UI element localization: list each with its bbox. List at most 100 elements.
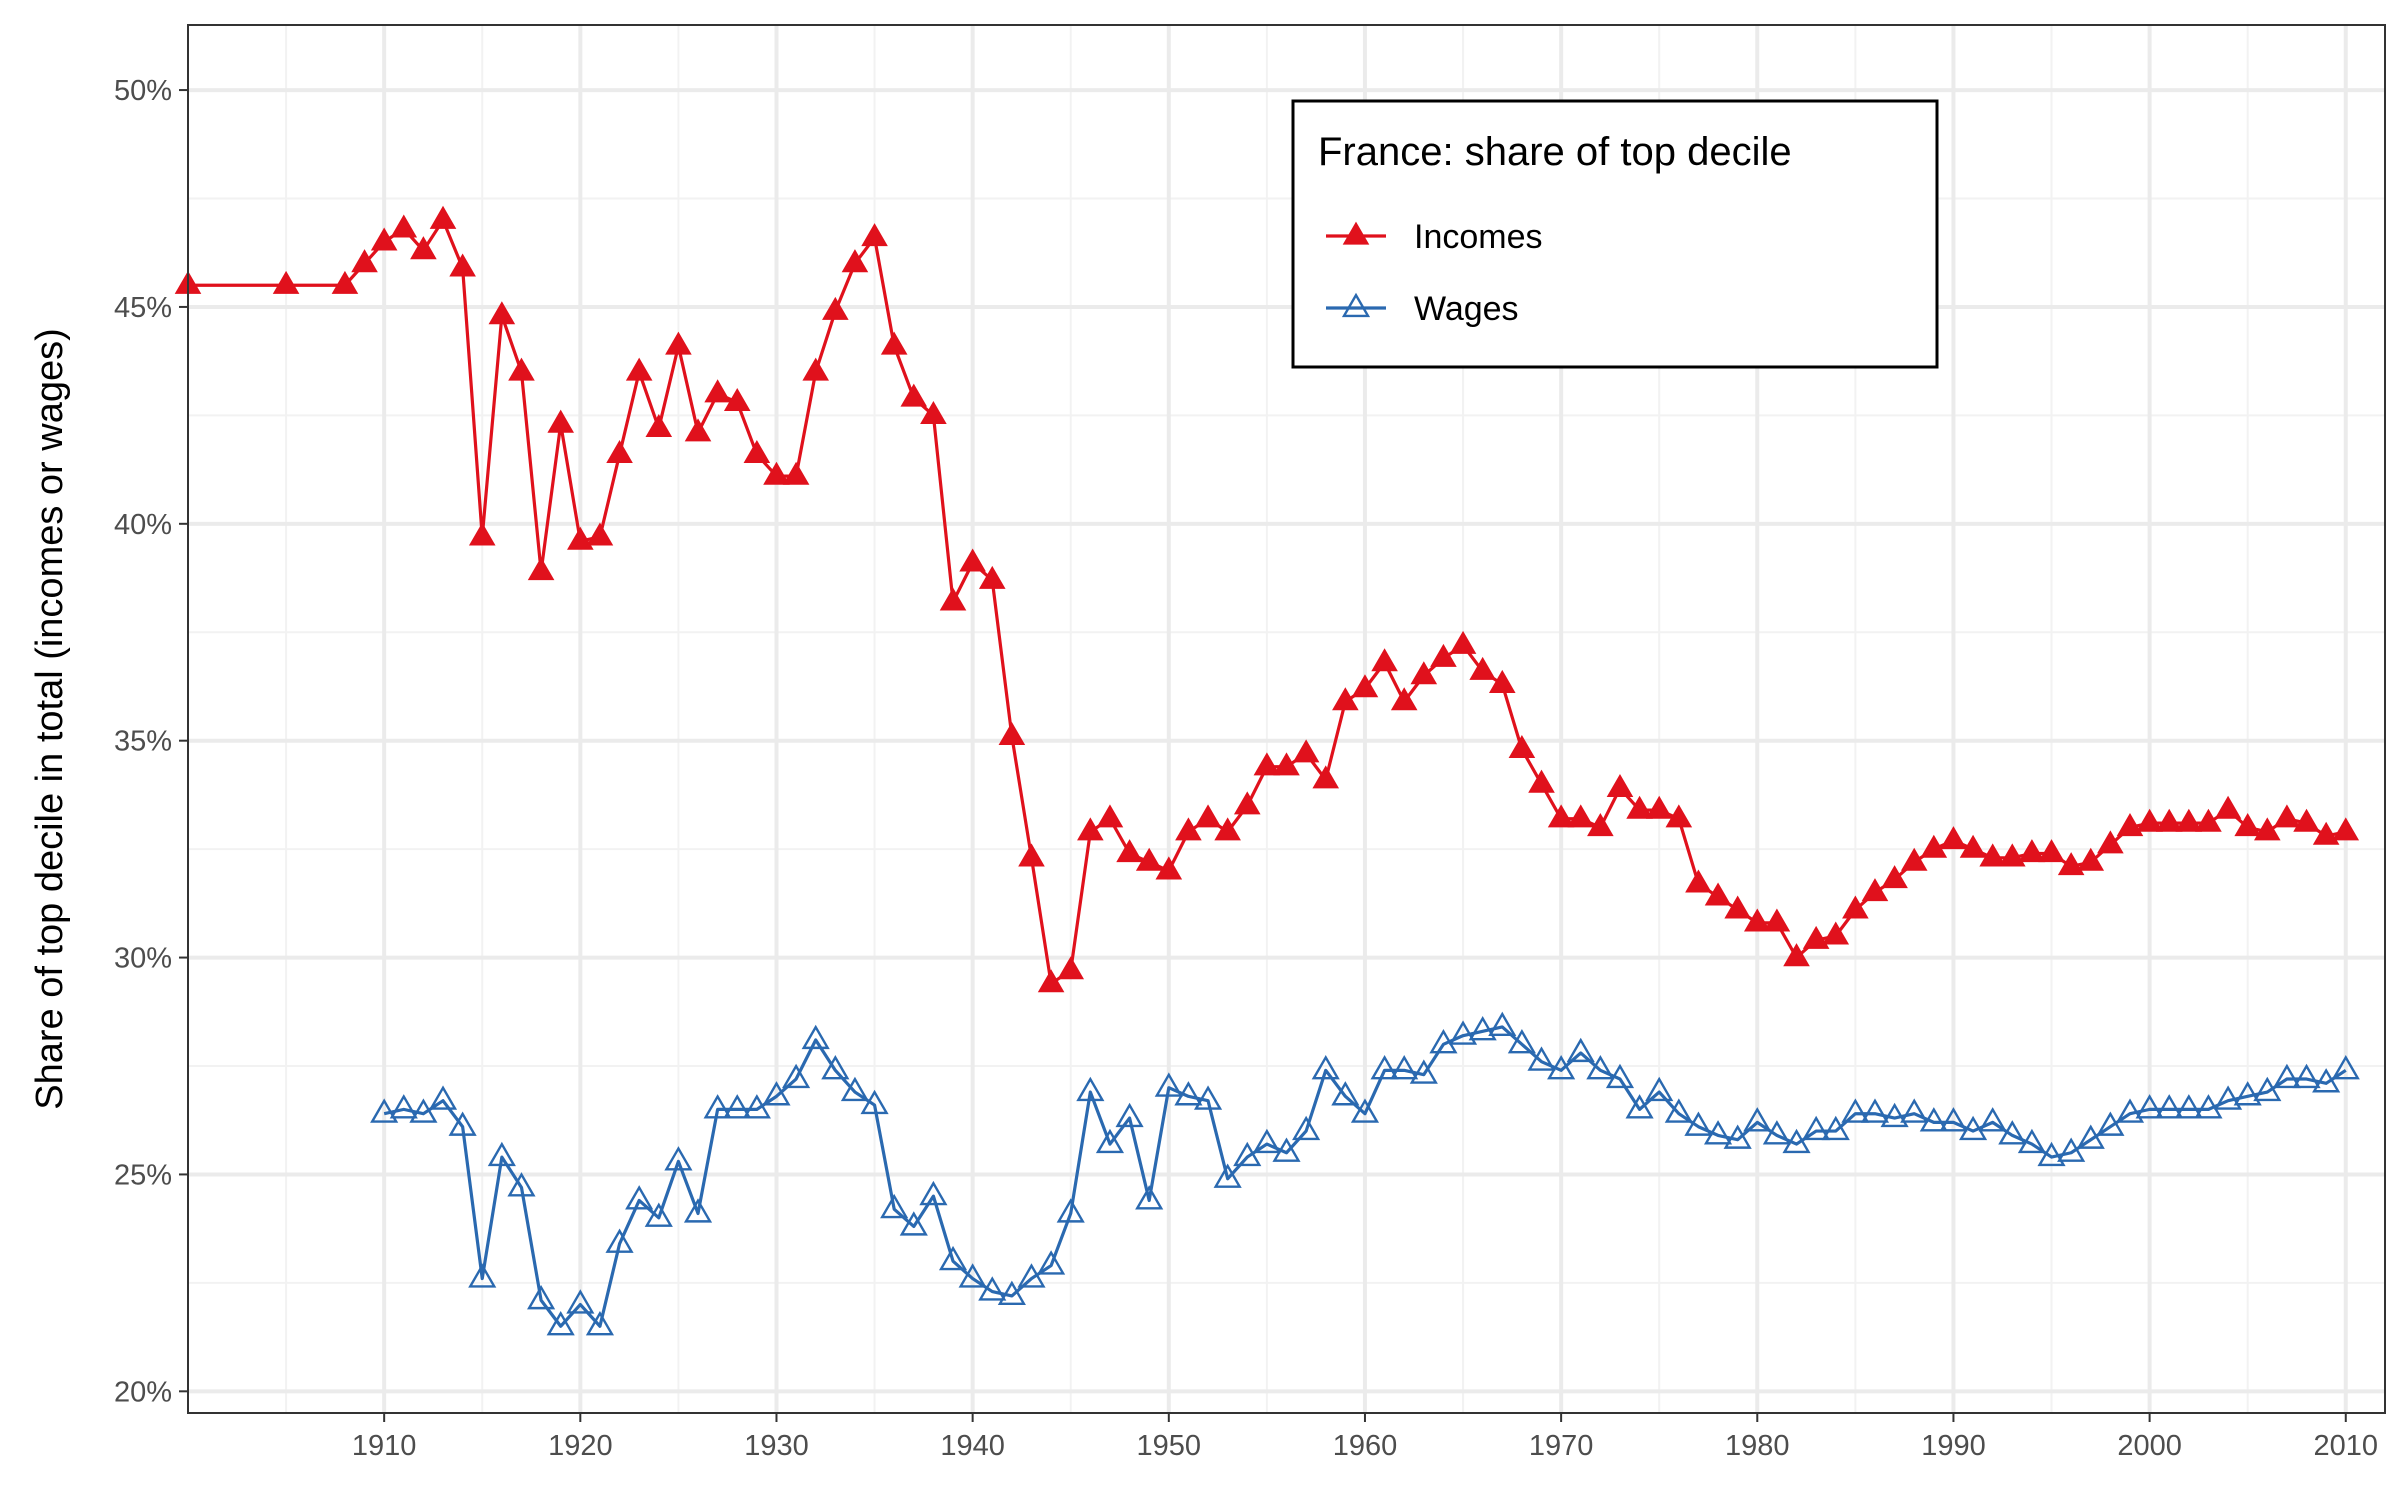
data-point-incomes bbox=[2332, 817, 2360, 841]
data-point-incomes bbox=[1842, 895, 1869, 919]
data-point-incomes bbox=[272, 270, 300, 294]
data-point-incomes bbox=[1587, 813, 1614, 837]
data-point-wages bbox=[1586, 1055, 1615, 1080]
data-point-incomes bbox=[625, 357, 653, 381]
data-point-wages bbox=[605, 1228, 634, 1253]
data-point-incomes bbox=[1783, 943, 1810, 967]
major-gridlines bbox=[188, 25, 2385, 1413]
data-point-incomes bbox=[1351, 674, 1379, 698]
data-point-incomes bbox=[1508, 734, 1536, 759]
data-point-incomes bbox=[1547, 804, 1575, 828]
data-point-incomes bbox=[1135, 847, 1163, 871]
series-layer bbox=[174, 205, 2360, 1336]
data-point-wages bbox=[1213, 1163, 1242, 1188]
data-point-wages bbox=[2233, 1081, 2262, 1106]
data-point-incomes bbox=[1567, 804, 1595, 828]
data-point-incomes bbox=[1979, 843, 2006, 867]
legend-label-incomes: Incomes bbox=[1414, 218, 1543, 256]
data-point-incomes bbox=[861, 223, 888, 247]
data-point-incomes bbox=[2175, 808, 2203, 832]
data-point-wages bbox=[2135, 1094, 2164, 1119]
data-point-wages bbox=[899, 1211, 928, 1236]
data-point-incomes bbox=[1194, 804, 1222, 828]
x-tick-label: 2000 bbox=[2117, 1430, 2182, 1462]
data-point-wages bbox=[664, 1146, 693, 1171]
y-tick-label: 30% bbox=[114, 943, 172, 975]
data-point-incomes bbox=[763, 461, 790, 485]
data-point-wages bbox=[1507, 1029, 1536, 1054]
data-point-incomes bbox=[2273, 804, 2301, 828]
data-point-wages bbox=[1350, 1098, 1380, 1123]
data-point-wages bbox=[1488, 1011, 1517, 1037]
data-point-incomes bbox=[370, 227, 398, 251]
data-point-wages bbox=[801, 1024, 830, 1050]
data-point-wages bbox=[507, 1172, 536, 1197]
data-point-incomes bbox=[1018, 843, 1045, 867]
data-point-incomes bbox=[1332, 687, 1359, 711]
data-point-incomes bbox=[1312, 765, 1340, 789]
data-point-incomes bbox=[1704, 882, 1732, 906]
data-point-incomes bbox=[488, 301, 516, 325]
data-point-wages bbox=[1821, 1115, 1850, 1141]
x-tick-labels: 1910 1920 1930 1940 1950 1960 1970 1980 1990 2000… bbox=[352, 1430, 2378, 1462]
data-point-wages bbox=[762, 1081, 791, 1106]
data-point-wages bbox=[703, 1094, 732, 1119]
data-point-incomes bbox=[547, 409, 575, 433]
data-point-incomes bbox=[2312, 821, 2340, 845]
data-point-wages bbox=[1272, 1137, 1301, 1162]
data-point-wages bbox=[821, 1055, 850, 1080]
data-point-wages bbox=[919, 1180, 948, 1206]
data-point-incomes bbox=[1998, 843, 2026, 867]
data-point-wages bbox=[1390, 1055, 1419, 1080]
data-point-incomes bbox=[1430, 643, 1457, 667]
data-point-incomes bbox=[645, 414, 673, 438]
x-tick-label: 1920 bbox=[548, 1430, 613, 1462]
data-point-incomes bbox=[1685, 869, 1712, 893]
data-point-wages bbox=[585, 1310, 615, 1336]
data-point-incomes bbox=[822, 296, 849, 320]
data-point-wages bbox=[1037, 1250, 1066, 1275]
data-point-incomes bbox=[998, 721, 1026, 745]
data-point-wages bbox=[428, 1085, 458, 1110]
data-point-incomes bbox=[1273, 752, 1300, 776]
legend-key-wages bbox=[1326, 292, 1386, 318]
data-point-wages bbox=[566, 1289, 595, 1314]
data-point-incomes bbox=[468, 522, 496, 546]
data-point-incomes bbox=[449, 253, 476, 277]
data-point-wages bbox=[1115, 1102, 1144, 1128]
data-point-wages bbox=[1370, 1055, 1399, 1080]
data-point-incomes bbox=[2214, 795, 2242, 819]
x-tick-label: 1910 bbox=[352, 1430, 417, 1462]
data-point-incomes bbox=[1371, 648, 1398, 672]
data-point-incomes bbox=[2057, 852, 2085, 876]
data-point-wages bbox=[1978, 1107, 2007, 1132]
data-point-incomes bbox=[390, 214, 418, 238]
data-point-wages bbox=[1625, 1094, 1654, 1119]
data-point-incomes bbox=[1096, 804, 1124, 828]
data-point-incomes bbox=[1743, 908, 1771, 932]
data-point-wages bbox=[2312, 1068, 2341, 1093]
data-point-incomes bbox=[1528, 769, 1555, 793]
x-tick-label: 1930 bbox=[744, 1430, 809, 1462]
data-point-wages bbox=[1292, 1115, 1321, 1141]
data-point-wages bbox=[1233, 1141, 1262, 1167]
data-point-incomes bbox=[567, 526, 594, 550]
data-point-wages bbox=[1762, 1120, 1791, 1145]
data-point-incomes bbox=[704, 379, 731, 403]
data-point-wages bbox=[370, 1098, 399, 1123]
data-point-wages bbox=[2174, 1094, 2203, 1119]
data-point-wages bbox=[1703, 1120, 1733, 1145]
data-point-wages bbox=[2331, 1055, 2360, 1080]
data-point-wages bbox=[1998, 1120, 2027, 1145]
data-point-incomes bbox=[429, 205, 457, 229]
data-point-wages bbox=[1958, 1115, 1988, 1141]
data-point-incomes bbox=[900, 383, 928, 407]
legend-label-wages: Wages bbox=[1414, 290, 1519, 328]
axis-ticks bbox=[179, 89, 2347, 1422]
data-point-wages bbox=[1154, 1072, 1183, 1097]
data-point-incomes bbox=[1959, 834, 1987, 858]
data-point-wages bbox=[1605, 1063, 1635, 1089]
data-point-incomes bbox=[684, 418, 712, 442]
data-point-wages bbox=[1174, 1081, 1203, 1106]
